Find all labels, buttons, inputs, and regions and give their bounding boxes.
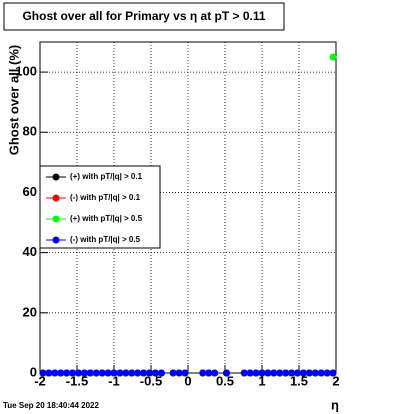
- x-tick-label: 1.5: [290, 373, 308, 388]
- data-point: [329, 369, 337, 377]
- data-point: [246, 369, 254, 377]
- data-point: [222, 369, 230, 377]
- x-tick-label: 1: [258, 373, 265, 388]
- legend-label: (-) with pT/|q| > 0.1: [70, 193, 141, 202]
- data-point: [288, 369, 296, 377]
- data-point: [57, 369, 65, 377]
- legend-label: (+) with pT/|q| > 0.5: [70, 214, 143, 223]
- legend-marker: [52, 215, 60, 223]
- data-point: [151, 369, 159, 377]
- legend-box: [39, 165, 161, 249]
- data-point: [146, 369, 154, 377]
- data-point: [98, 369, 106, 377]
- data-point: [205, 369, 213, 377]
- data-point: [63, 369, 71, 377]
- legend-label: (-) with pT/|q| > 0.5: [70, 235, 141, 244]
- data-point: [294, 369, 302, 377]
- y-tick-label: 0: [30, 364, 37, 379]
- data-point: [252, 369, 260, 377]
- y-tick-label: 60: [23, 184, 37, 199]
- data-point: [134, 369, 142, 377]
- data-point: [258, 369, 266, 377]
- y-tick-label: 40: [23, 244, 37, 259]
- data-point: [110, 369, 118, 377]
- x-tick-label: -1.5: [66, 373, 88, 388]
- data-point: [169, 369, 177, 377]
- data-point: [140, 369, 148, 377]
- y-axis-label: Ghost over all (%): [6, 45, 21, 156]
- data-point: [323, 369, 331, 377]
- data-point: [157, 369, 165, 377]
- data-point: [305, 369, 313, 377]
- x-tick-label: 0.5: [216, 373, 234, 388]
- chart-title: Ghost over all for Primary vs η at pT > …: [22, 9, 265, 23]
- legend-marker: [52, 236, 60, 244]
- x-tick-label: -0.5: [140, 373, 162, 388]
- title-box: [3, 2, 285, 31]
- data-point: [240, 369, 248, 377]
- data-point: [317, 369, 325, 377]
- timestamp: Tue Sep 20 18:40:44 2022: [3, 401, 99, 410]
- y-tick-label: 100: [15, 64, 37, 79]
- data-point: [80, 369, 88, 377]
- data-point: [276, 369, 284, 377]
- data-point: [175, 369, 183, 377]
- data-point: [311, 369, 319, 377]
- x-tick-label: -2: [34, 373, 46, 388]
- data-point: [69, 369, 77, 377]
- y-tick-label: 80: [23, 124, 37, 139]
- data-point: [74, 369, 82, 377]
- legend-label: (+) with pT/|q| > 0.1: [70, 172, 143, 181]
- legend-marker: [52, 173, 60, 181]
- data-point: [51, 369, 59, 377]
- data-point: [299, 369, 307, 377]
- x-axis-label: η: [331, 397, 339, 412]
- data-point: [122, 369, 130, 377]
- data-point: [329, 53, 337, 61]
- x-tick-label: 2: [332, 373, 339, 388]
- data-point: [264, 369, 272, 377]
- data-point: [270, 369, 278, 377]
- data-point: [128, 369, 136, 377]
- data-point: [86, 369, 94, 377]
- legend-marker: [52, 194, 60, 202]
- data-point: [116, 369, 124, 377]
- data-point: [45, 369, 53, 377]
- data-point: [181, 369, 189, 377]
- y-tick-label: 20: [23, 304, 37, 319]
- data-point: [211, 369, 219, 377]
- data-point: [199, 369, 207, 377]
- data-point: [104, 369, 112, 377]
- data-point: [92, 369, 100, 377]
- data-point: [282, 369, 290, 377]
- x-tick-label: 0: [184, 373, 191, 388]
- data-point: [39, 369, 47, 377]
- x-tick-label: -1: [108, 373, 120, 388]
